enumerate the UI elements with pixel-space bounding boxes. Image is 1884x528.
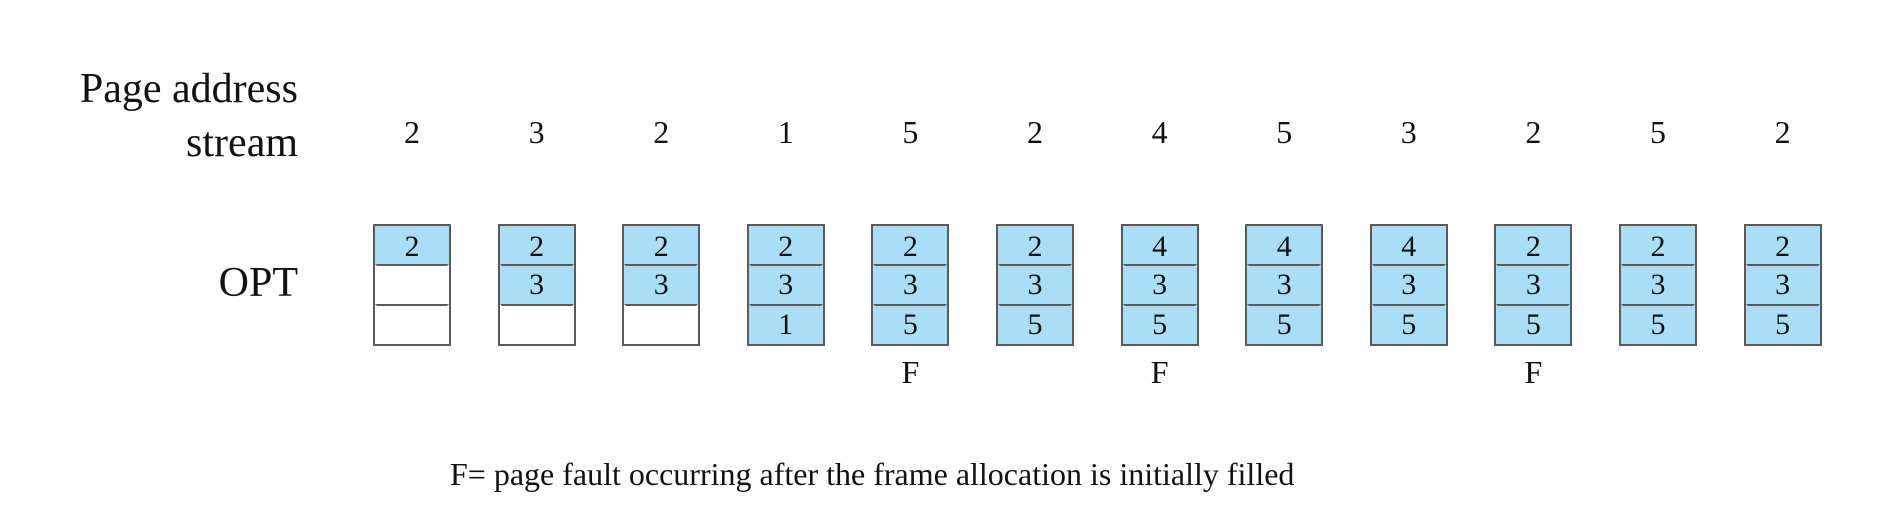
frame-cell: 5: [1122, 304, 1197, 344]
frame-cell: 5: [1247, 304, 1322, 344]
frame-cell: 5: [1371, 304, 1446, 344]
frame-cell: 1: [748, 304, 823, 344]
frame-cell: 3: [998, 264, 1072, 304]
frame-cell: 2: [1496, 226, 1571, 264]
stream-value: 1: [777, 114, 794, 150]
frame-cell: 3: [748, 264, 823, 304]
stream-value: 2: [653, 114, 670, 150]
frame-cell: [375, 304, 449, 344]
stream-value: 5: [1276, 114, 1293, 150]
frame-cell: 5: [1745, 304, 1820, 344]
frame-cell: 3: [1247, 264, 1322, 304]
frame-cell: 5: [1496, 304, 1571, 344]
frame-cell: 2: [998, 226, 1072, 264]
legend-note: F= page fault occurring after the frame …: [450, 456, 1295, 492]
frame-cell: 3: [873, 264, 948, 304]
stream-value: 5: [902, 114, 919, 150]
frame-cell: [375, 264, 449, 304]
frame-cell: [499, 304, 574, 344]
frame-cell: 4: [1247, 226, 1322, 264]
page-fault-marker: F: [1150, 354, 1169, 390]
frame-cell: 5: [998, 304, 1072, 344]
page-fault-marker: F: [1524, 354, 1543, 390]
frame-cell: 2: [748, 226, 823, 264]
frame-cell: 2: [375, 226, 449, 264]
frame-cell: 2: [624, 226, 699, 264]
page-fault-marker: F: [901, 354, 920, 390]
frame-cell: 3: [1371, 264, 1446, 304]
frame-cell: 2: [1621, 226, 1695, 264]
frame-cell: 3: [1621, 264, 1695, 304]
frame-cell: 3: [1496, 264, 1571, 304]
frame-cell: 2: [873, 226, 948, 264]
frame-column: 2: [373, 224, 451, 346]
frame-cell: 3: [1745, 264, 1820, 304]
stream-value: 3: [528, 114, 545, 150]
frame-cell: [624, 304, 699, 344]
stream-label-line2: stream: [186, 120, 298, 166]
frame-cell: 4: [1371, 226, 1446, 264]
stream-value: 5: [1650, 114, 1666, 150]
stream-value: 2: [404, 114, 420, 150]
stream-value: 2: [1774, 114, 1791, 150]
stream-value: 2: [1525, 114, 1542, 150]
stream-value: 4: [1151, 114, 1168, 150]
frame-cell: 3: [624, 264, 699, 304]
stream-row-label: Page address stream: [8, 62, 298, 170]
frame-cell: 3: [1122, 264, 1197, 304]
stream-value: 2: [1027, 114, 1043, 150]
frame-cell: 2: [1745, 226, 1820, 264]
frame-cell: 3: [499, 264, 574, 304]
frame-cell: 5: [873, 304, 948, 344]
stream-value: 3: [1400, 114, 1417, 150]
frame-cell: 2: [499, 226, 574, 264]
algorithm-label: OPT: [218, 260, 298, 306]
frame-cell: 4: [1122, 226, 1197, 264]
stream-label-line1: Page address: [79, 66, 298, 112]
frame-cell: 5: [1621, 304, 1695, 344]
